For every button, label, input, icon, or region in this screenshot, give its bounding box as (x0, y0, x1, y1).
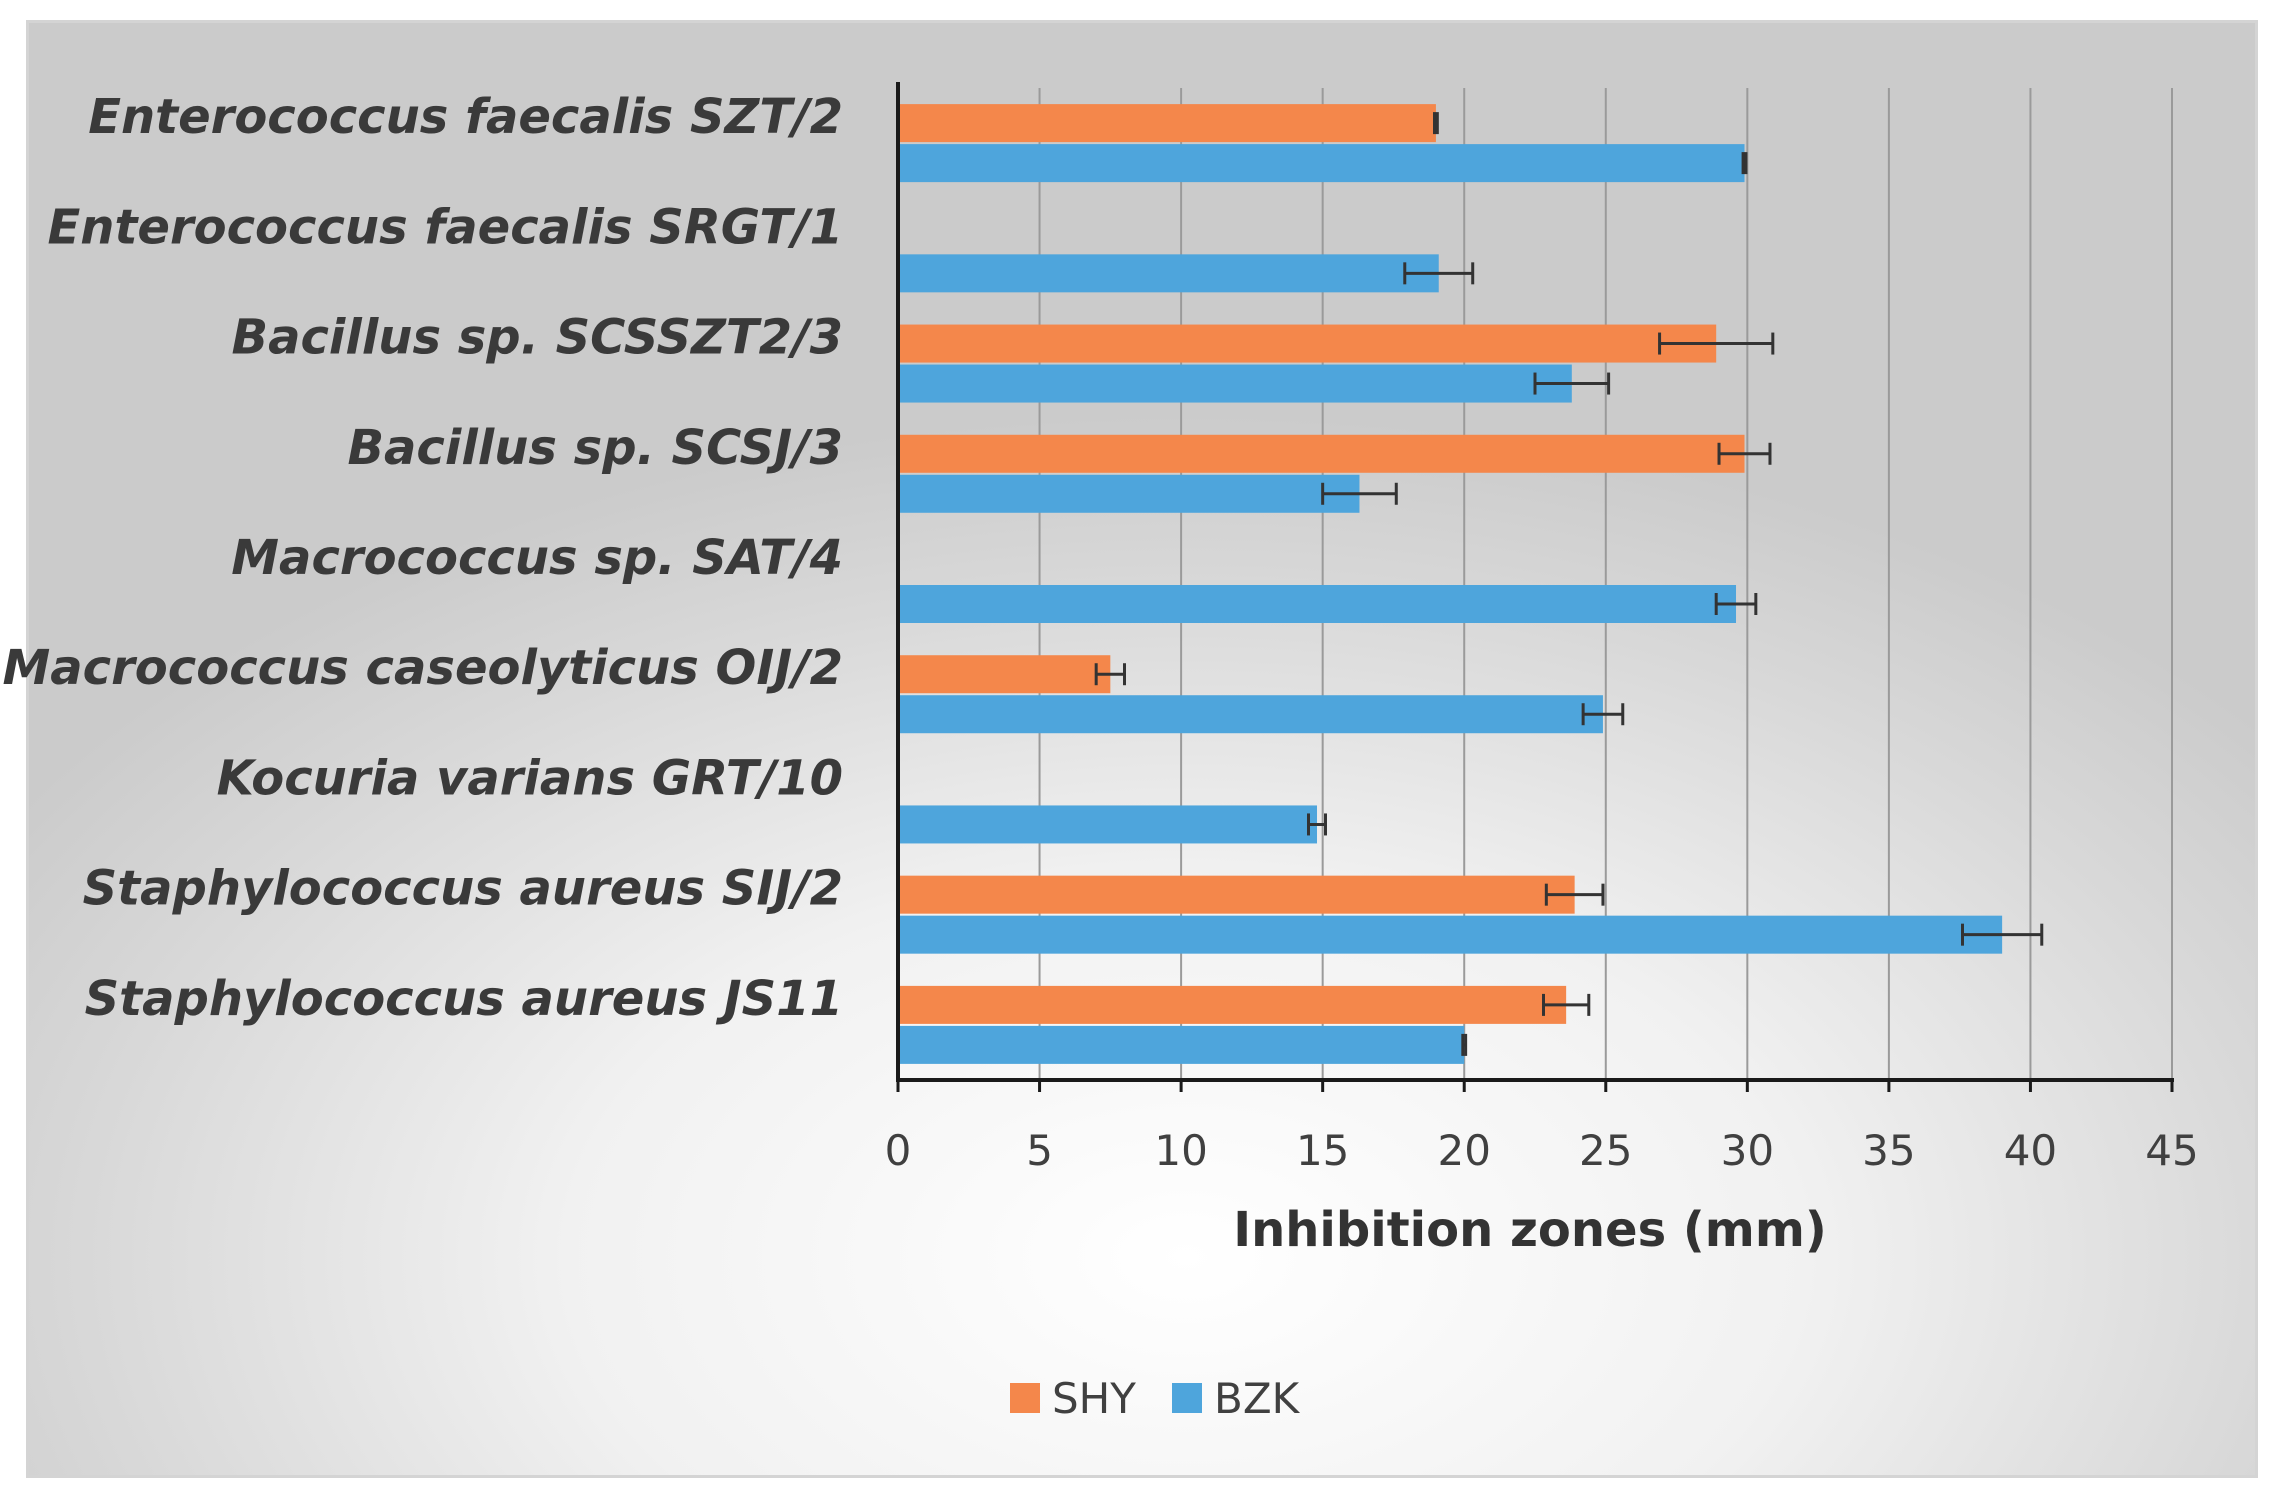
bar-bzk-enterococcus-faecalis-szt-2 (898, 144, 1745, 183)
error-bar-shy-staphylococcus-aureus-js11 (1541, 993, 1591, 1016)
legend-swatch-shy (1010, 1383, 1040, 1413)
category-label-bacillus-sp-scsj-3: Bacillus sp. SCSJ/3 (347, 420, 843, 476)
error-bar-bzk-bacillus-sp-scsszt2-3 (1533, 372, 1611, 395)
legend-label-shy: SHY (1052, 1374, 1136, 1423)
error-bar-shy-staphylococcus-aureus-sij-2 (1544, 883, 1605, 906)
legend-label-bzk: BZK (1214, 1374, 1301, 1423)
gridlines (1038, 88, 2173, 1080)
x-tick-label-25: 25 (1579, 1126, 1632, 1175)
error-bar-bzk-macrococcus-caseolyticus-oij-2 (1581, 703, 1625, 726)
category-label-kocuria-varians-grt-10: Kocuria varians GRT/10 (217, 750, 843, 806)
x-tick-label-20: 20 (1437, 1126, 1490, 1175)
error-bar-bzk-staphylococcus-aureus-sij-2 (1960, 923, 2044, 946)
bar-shy-staphylococcus-aureus-sij-2 (898, 875, 1575, 914)
category-label-staphylococcus-aureus-js11: Staphylococcus aureus JS11 (85, 971, 843, 1027)
bar-bzk-kocuria-varians-grt-10 (898, 805, 1318, 844)
x-tick-label-5: 5 (1026, 1126, 1053, 1175)
bar-bzk-bacillus-sp-scsszt2-3 (898, 364, 1572, 403)
bar-bzk-macrococcus-sp-sat-4 (898, 585, 1737, 623)
bar-bzk-staphylococcus-aureus-js11 (898, 1025, 1465, 1064)
error-bar-bzk-macrococcus-sp-sat-4 (1714, 593, 1758, 615)
category-label-macrococcus-sp-sat-4: Macrococcus sp. SAT/4 (231, 530, 843, 586)
x-tick-labels: 0 5 10 15 20 25 30 35 40 45 (885, 1126, 2199, 1175)
legend: SHY BZK (1010, 1374, 1301, 1423)
x-tick-label-0: 0 (885, 1126, 912, 1175)
x-tick-label-40: 40 (2004, 1126, 2057, 1175)
error-bar-shy-bacillus-sp-scsszt2-3 (1658, 332, 1775, 355)
error-bars (1094, 112, 2044, 1056)
bars (898, 104, 2003, 1064)
category-label-enterococcus-faecalis-szt-2: Enterococcus faecalis SZT/2 (88, 89, 843, 145)
bar-bzk-staphylococcus-aureus-sij-2 (898, 915, 2003, 954)
bar-shy-enterococcus-faecalis-szt-2 (898, 104, 1436, 143)
error-bar-bzk-bacillus-sp-scsj-3 (1321, 482, 1398, 505)
x-axis-title: Inhibition zones (mm) (1233, 1202, 1827, 1258)
legend-swatch-bzk (1172, 1383, 1202, 1413)
bar-shy-bacillus-sp-scsszt2-3 (898, 324, 1717, 363)
axes (896, 82, 2174, 1092)
category-labels: Enterococcus faecalis SZT/2 Enterococcus … (3, 89, 844, 1027)
x-tick-label-45: 45 (2145, 1126, 2198, 1175)
error-bar-bzk-enterococcus-faecalis-szt-2 (1741, 152, 1748, 175)
error-bar-shy-bacillus-sp-scsj-3 (1717, 442, 1772, 465)
bar-bzk-bacillus-sp-scsj-3 (898, 474, 1360, 513)
bar-bzk-macrococcus-caseolyticus-oij-2 (898, 695, 1603, 734)
error-bar-shy-macrococcus-caseolyticus-oij-2 (1094, 663, 1126, 686)
bar-shy-bacillus-sp-scsj-3 (898, 434, 1745, 473)
x-tick-label-30: 30 (1721, 1126, 1774, 1175)
x-tick-label-35: 35 (1862, 1126, 1915, 1175)
error-bar-bzk-kocuria-varians-grt-10 (1307, 813, 1327, 836)
error-bar-shy-enterococcus-faecalis-szt-2 (1432, 112, 1439, 135)
category-label-bacillus-sp-scsszt2-3: Bacillus sp. SCSSZT2/3 (231, 310, 843, 366)
bar-shy-staphylococcus-aureus-js11 (898, 985, 1567, 1024)
error-bar-bzk-staphylococcus-aureus-js11 (1461, 1033, 1468, 1056)
bar-shy-macrococcus-caseolyticus-oij-2 (898, 655, 1111, 694)
category-label-enterococcus-faecalis-srgt-1: Enterococcus faecalis SRGT/1 (47, 199, 843, 255)
bar-bzk-enterococcus-faecalis-srgt-1 (898, 254, 1439, 293)
x-tick-label-15: 15 (1296, 1126, 1349, 1175)
category-label-staphylococcus-aureus-sij-2: Staphylococcus aureus SIJ/2 (83, 861, 843, 917)
error-bar-bzk-enterococcus-faecalis-srgt-1 (1403, 262, 1475, 285)
x-tick-label-10: 10 (1154, 1126, 1207, 1175)
category-label-macrococcus-caseolyticus-oij-2: Macrococcus caseolyticus OIJ/2 (3, 640, 844, 696)
